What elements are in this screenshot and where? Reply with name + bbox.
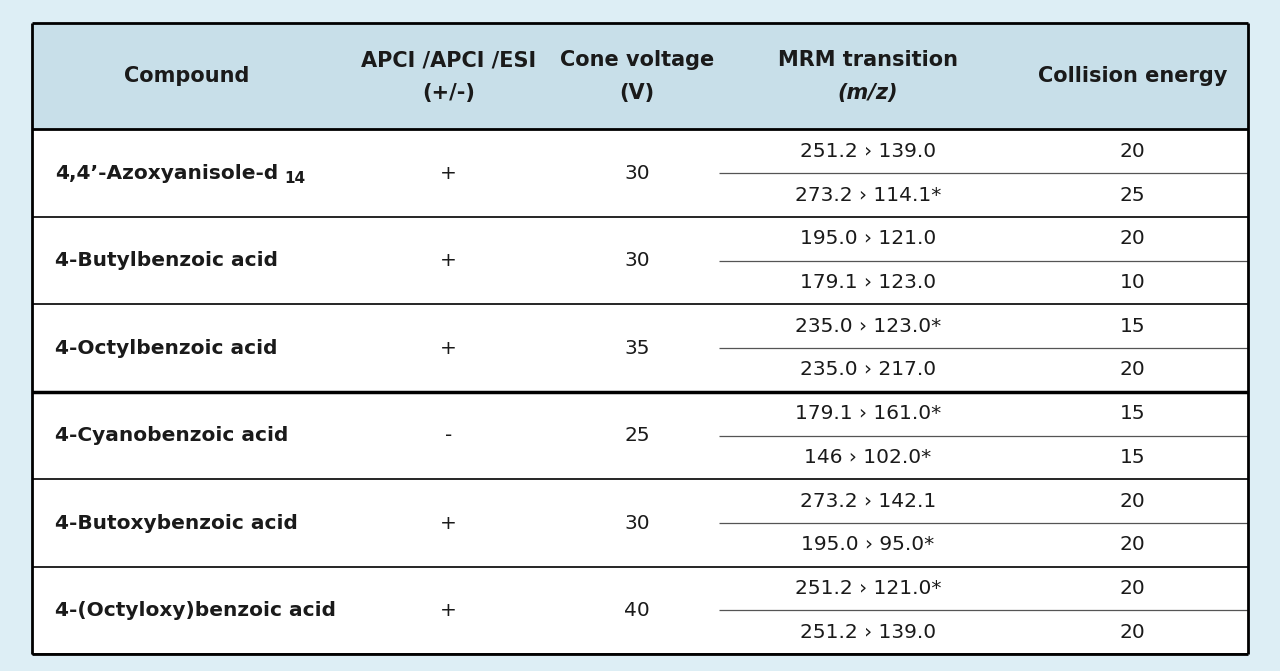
Text: 4-Butylbenzoic acid: 4-Butylbenzoic acid [55, 251, 278, 270]
Text: 235.0 › 217.0: 235.0 › 217.0 [800, 360, 936, 380]
Text: (+/-): (+/-) [422, 83, 475, 103]
Text: (m/z): (m/z) [837, 83, 899, 103]
Text: 20: 20 [1120, 142, 1146, 161]
Text: 4-(Octyloxy)benzoic acid: 4-(Octyloxy)benzoic acid [55, 601, 337, 620]
Bar [32, 23, 1248, 130]
Text: 179.1 › 123.0: 179.1 › 123.0 [800, 273, 936, 292]
Text: 146 › 102.0*: 146 › 102.0* [804, 448, 932, 467]
Text: 20: 20 [1120, 535, 1146, 554]
Text: 15: 15 [1120, 448, 1146, 467]
Text: 4-Butoxybenzoic acid: 4-Butoxybenzoic acid [55, 513, 298, 533]
Text: (V): (V) [620, 83, 654, 103]
Text: 25: 25 [625, 426, 650, 445]
Text: MRM transition: MRM transition [778, 50, 957, 70]
Text: 30: 30 [625, 251, 650, 270]
Text: -: - [445, 426, 452, 445]
Text: 4-Cyanobenzoic acid: 4-Cyanobenzoic acid [55, 426, 288, 445]
Text: 15: 15 [1120, 404, 1146, 423]
Text: 35: 35 [625, 339, 650, 358]
Text: +: + [440, 601, 457, 620]
Text: 20: 20 [1120, 229, 1146, 248]
Text: 20: 20 [1120, 623, 1146, 642]
Text: 25: 25 [1120, 186, 1146, 205]
Text: Compound: Compound [124, 66, 250, 87]
Text: Collision energy: Collision energy [1038, 66, 1228, 87]
Text: 30: 30 [625, 164, 650, 183]
Text: 179.1 › 161.0*: 179.1 › 161.0* [795, 404, 941, 423]
Text: 273.2 › 142.1: 273.2 › 142.1 [800, 492, 936, 511]
Text: +: + [440, 339, 457, 358]
Text: 4-Octylbenzoic acid: 4-Octylbenzoic acid [55, 339, 278, 358]
Text: APCI /APCI /ESI: APCI /APCI /ESI [361, 50, 536, 70]
Text: +: + [440, 164, 457, 183]
Text: 20: 20 [1120, 360, 1146, 380]
Text: 235.0 › 123.0*: 235.0 › 123.0* [795, 317, 941, 336]
Text: 251.2 › 121.0*: 251.2 › 121.0* [795, 579, 941, 598]
Bar [32, 130, 1248, 654]
Text: 14: 14 [284, 171, 306, 186]
Text: +: + [440, 513, 457, 533]
Text: 251.2 › 139.0: 251.2 › 139.0 [800, 623, 936, 642]
Text: 251.2 › 139.0: 251.2 › 139.0 [800, 142, 936, 161]
Text: 20: 20 [1120, 492, 1146, 511]
Text: 40: 40 [625, 601, 650, 620]
Text: 10: 10 [1120, 273, 1146, 292]
Text: 4,4’-Azoxyanisole-d: 4,4’-Azoxyanisole-d [55, 164, 278, 183]
Text: 20: 20 [1120, 579, 1146, 598]
Text: 195.0 › 95.0*: 195.0 › 95.0* [801, 535, 934, 554]
Text: 273.2 › 114.1*: 273.2 › 114.1* [795, 186, 941, 205]
Text: Cone voltage: Cone voltage [559, 50, 714, 70]
Text: 195.0 › 121.0: 195.0 › 121.0 [800, 229, 936, 248]
Text: +: + [440, 251, 457, 270]
Text: 30: 30 [625, 513, 650, 533]
Text: 15: 15 [1120, 317, 1146, 336]
